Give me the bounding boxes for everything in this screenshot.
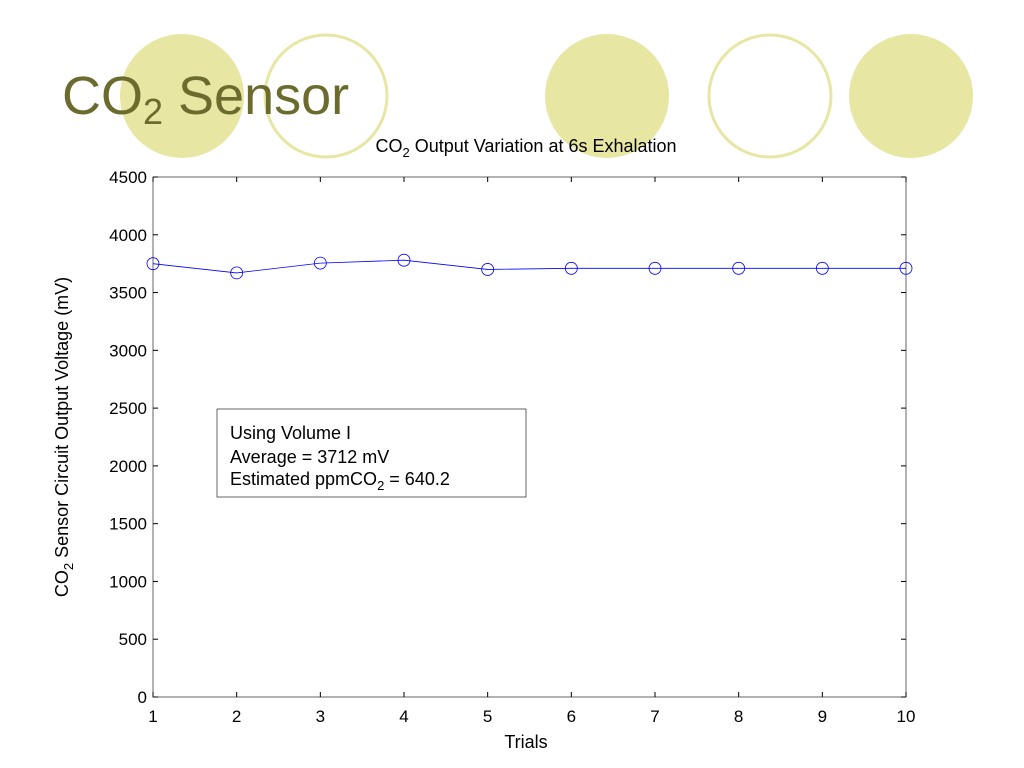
decor-circle-filled-1 [120,34,244,158]
x-tick-label: 7 [650,707,659,726]
y-tick-label: 2500 [109,399,147,418]
y-tick-label: 3000 [109,341,147,360]
data-point [648,261,662,275]
chart-title: CO2 Output Variation at 6s Exhalation [375,136,676,160]
x-tick-label: 2 [232,707,241,726]
x-tick-label: 3 [316,707,325,726]
axis-ticks [152,176,907,698]
y-tick-label: 500 [119,630,147,649]
slide-title-main: CO [62,66,143,126]
data-point [313,256,327,270]
decor-circle-filled-3 [849,34,973,158]
x-tick-label: 8 [734,707,743,726]
data-point [899,261,913,275]
data-point [481,263,495,276]
slide-title: CO2 Sensor [62,64,350,130]
slide-title-subscript: 2 [143,91,164,132]
x-tick-label: 1 [148,707,157,726]
data-point [815,261,829,275]
x-tick-label: 9 [818,707,827,726]
x-axis-label: Trials [504,732,547,752]
data-point [564,261,578,275]
y-tick-labels: 0 500 1000 1500 2000 2500 3000 3500 4000 4500 [109,168,147,707]
x-tick-label: 4 [399,707,408,726]
y-tick-label: 4500 [109,168,147,187]
data-point [397,253,411,267]
series-line [152,259,906,274]
decor-circle-outline-1 [263,33,389,159]
annotation-box [216,408,527,498]
y-tick-label: 1500 [109,515,147,534]
slide-title-rest: Sensor [163,66,350,126]
data-point [230,266,244,280]
y-tick-label: 0 [138,688,147,707]
x-tick-labels: 1 2 3 4 5 6 7 8 9 10 [148,707,915,726]
x-tick-label: 5 [483,707,492,726]
annotation-line-3: Estimated ppmCO2 = 640.2 [230,469,450,493]
data-point [146,257,160,271]
x-tick-label: 10 [897,707,916,726]
y-tick-label: 4000 [109,226,147,245]
decor-circle-filled-2 [545,34,669,158]
y-axis-label: CO2 Sensor Circuit Output Voltage (mV) [52,277,76,597]
annotation-line-2: Average = 3712 mV [230,447,389,467]
y-tick-label: 3500 [109,284,147,303]
x-tick-label: 6 [567,707,576,726]
y-tick-label: 1000 [109,572,147,591]
annotation-line-1: Using Volume I [230,423,351,443]
data-point [732,261,746,275]
series-group [146,253,913,280]
decor-circle-outline-2 [707,33,833,159]
y-tick-label: 2000 [109,457,147,476]
